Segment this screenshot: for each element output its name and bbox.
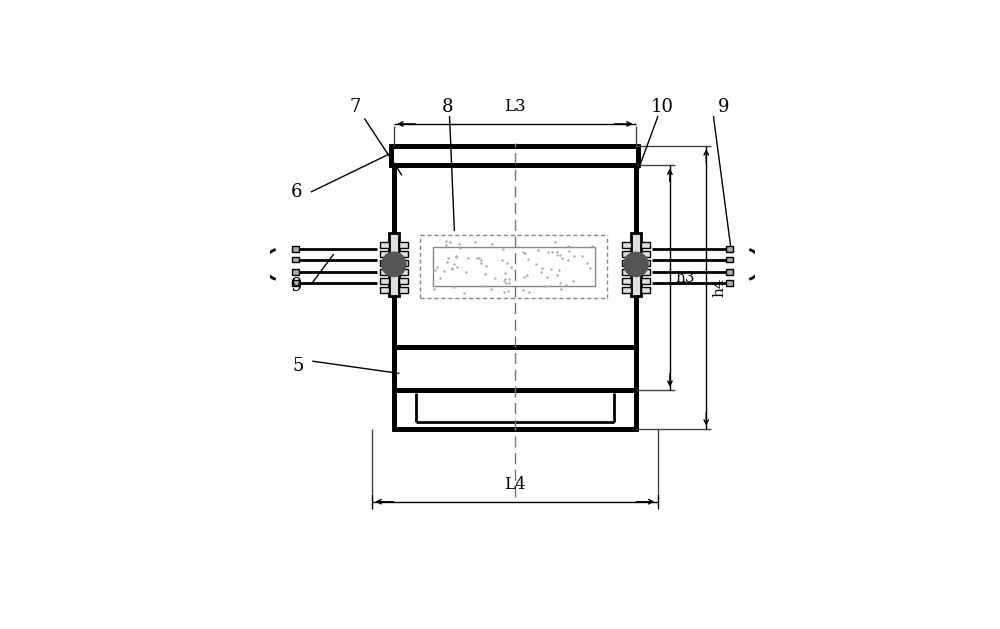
Bar [380,242,389,248]
Bar [399,252,408,257]
Bar [641,260,650,266]
Circle shape [624,252,648,277]
Bar [726,246,733,252]
Bar [641,242,650,248]
Bar [380,260,389,266]
Bar [394,165,636,347]
Bar [394,347,636,390]
Bar [622,278,631,284]
Bar [641,287,650,293]
Bar [292,269,299,275]
Bar [380,287,389,293]
Bar [622,252,631,257]
Bar [391,146,638,165]
Bar [641,278,650,284]
Bar [726,257,733,262]
Text: 8: 8 [441,98,453,116]
Text: L3: L3 [504,98,526,115]
Bar [399,269,408,275]
Bar [394,390,636,429]
Bar [622,242,631,248]
Bar [292,280,299,286]
Text: 9: 9 [291,277,303,295]
Bar [622,260,631,266]
Text: 9: 9 [717,98,729,116]
Bar [399,242,408,248]
Text: 6: 6 [291,182,303,201]
Text: 5: 5 [293,357,304,375]
Bar [399,287,408,293]
Bar [631,233,641,296]
Bar [726,280,733,286]
Bar [641,252,650,257]
Bar [380,252,389,257]
Bar [622,269,631,275]
Bar [380,269,389,275]
Bar [399,278,408,284]
Circle shape [382,252,406,277]
Bar [726,269,733,275]
Bar [641,269,650,275]
Text: 7: 7 [349,98,361,116]
Text: 10: 10 [651,98,674,116]
Bar [622,287,631,293]
Bar [292,257,299,262]
Bar [433,247,595,286]
Bar [389,233,399,296]
Bar [380,278,389,284]
Text: L4: L4 [504,476,526,493]
Bar [292,246,299,252]
Bar [399,260,408,266]
Text: h4: h4 [712,277,726,297]
Text: h3: h3 [676,270,695,285]
